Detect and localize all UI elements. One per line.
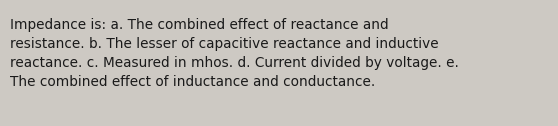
- Text: Impedance is: a. The combined effect of reactance and
resistance. b. The lesser : Impedance is: a. The combined effect of …: [10, 18, 459, 89]
